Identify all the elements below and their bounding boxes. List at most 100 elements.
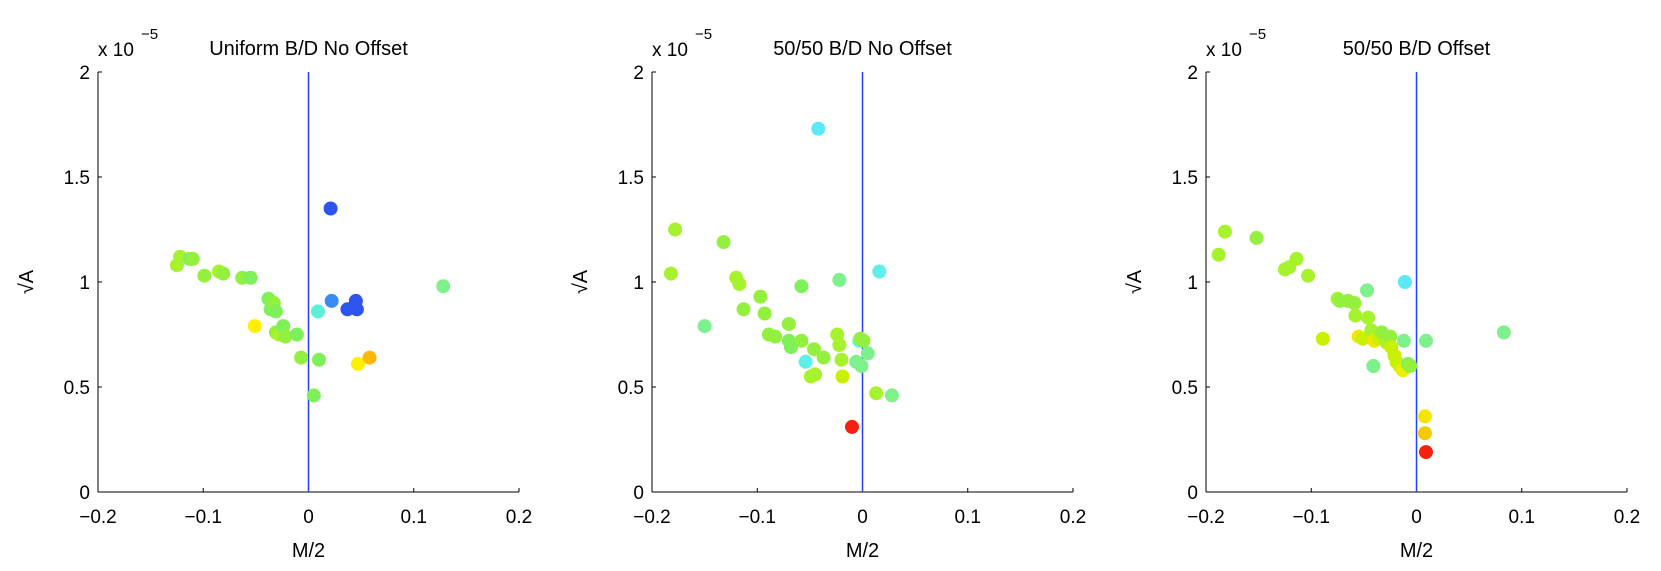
data-point	[349, 302, 364, 317]
data-point	[811, 121, 826, 136]
y-tick-label: 2	[1187, 63, 1198, 84]
y-tick-label: 1.5	[64, 168, 90, 189]
x-tick-label: 0.1	[401, 507, 427, 528]
data-point	[860, 346, 875, 361]
data-point	[1396, 333, 1411, 348]
data-point	[1403, 359, 1418, 373]
data-point	[1211, 247, 1226, 262]
y-tick-label: 0	[79, 483, 90, 504]
chart-title: 50/50 B/D Offset	[1343, 38, 1491, 60]
x-tick-label: 0	[1411, 507, 1422, 528]
chart-title: 50/50 B/D No Offset	[773, 38, 952, 60]
data-point	[830, 327, 845, 342]
data-point	[884, 388, 899, 403]
data-point	[844, 419, 859, 434]
y-multiplier-exponent: −5	[141, 26, 158, 43]
x-tick-label: 0.2	[506, 507, 532, 528]
data-point	[1496, 325, 1511, 340]
data-point	[753, 289, 768, 304]
x-tick-label: 0.2	[1060, 507, 1086, 528]
data-point	[856, 333, 871, 348]
data-point	[1418, 445, 1433, 460]
x-tick-label: −0.2	[633, 507, 671, 528]
data-point	[247, 319, 262, 334]
y-tick-label: 0.5	[618, 378, 644, 399]
x-tick-label: 0	[857, 507, 868, 528]
x-tick-label: 0.1	[955, 507, 981, 528]
x-tick-label: −0.2	[1187, 507, 1225, 528]
data-point	[832, 338, 847, 352]
data-point	[794, 279, 809, 294]
data-point	[185, 251, 200, 266]
data-point	[869, 386, 884, 401]
data-point	[1289, 251, 1304, 266]
data-point	[324, 293, 339, 308]
data-point	[768, 329, 783, 344]
y-multiplier-exponent: −5	[1249, 26, 1266, 43]
data-point	[781, 317, 796, 331]
data-point	[1347, 296, 1362, 310]
data-point	[1361, 310, 1376, 325]
x-axis-label: M/2	[292, 540, 325, 562]
data-point	[668, 222, 683, 237]
chart-panel-1: −0.2 −0.1 0 0.1 0.2 0 0.5 1 1.5 2 x 10 −5 Uniform B/…	[16, 26, 532, 562]
data-point	[310, 304, 325, 319]
data-point	[816, 350, 831, 365]
x-tick-label: 0.2	[1614, 507, 1640, 528]
data-point	[663, 266, 678, 281]
y-multiplier-label: x 10	[1206, 40, 1242, 61]
x-axis-label: M/2	[1400, 540, 1433, 562]
x-tick-label: −0.1	[1292, 507, 1330, 528]
data-point	[716, 235, 731, 250]
data-point	[350, 356, 365, 371]
data-point	[197, 268, 212, 283]
y-axis-label: √A	[570, 269, 592, 294]
y-axis-label: √A	[1124, 269, 1146, 294]
chart-panel-2: −0.2 −0.1 0 0.1 0.2 0 0.5 1 1.5 2 x 10 −5 50/50 B/D …	[570, 26, 1086, 562]
x-tick-label: −0.1	[184, 507, 222, 528]
y-tick-label: 1	[633, 273, 644, 294]
data-point	[697, 319, 712, 334]
data-point	[1383, 329, 1398, 344]
y-tick-label: 1	[1187, 273, 1198, 294]
y-tick-label: 1	[79, 273, 90, 294]
x-tick-label: 0.1	[1509, 507, 1535, 528]
data-point	[312, 352, 327, 367]
data-point	[732, 277, 747, 292]
data-point	[1417, 426, 1432, 441]
chart-title: Uniform B/D No Offset	[209, 38, 408, 60]
data-point	[794, 333, 809, 348]
data-point	[289, 327, 304, 342]
data-point	[798, 354, 813, 369]
y-multiplier-exponent: −5	[695, 26, 712, 43]
data-point	[1417, 409, 1432, 424]
data-point	[1217, 224, 1232, 239]
data-point	[835, 369, 850, 384]
data-point	[834, 352, 849, 367]
data-point	[872, 264, 887, 279]
data-point	[268, 304, 283, 319]
data-point	[436, 279, 451, 294]
data-point	[294, 350, 309, 365]
y-tick-label: 0.5	[64, 378, 90, 399]
data-point	[1249, 230, 1264, 245]
y-tick-label: 1.5	[618, 168, 644, 189]
x-axis-label: M/2	[846, 540, 879, 562]
data-point	[1366, 359, 1381, 373]
data-point	[1418, 333, 1433, 348]
data-point	[1315, 331, 1330, 346]
x-tick-label: 0	[303, 507, 314, 528]
data-point	[1301, 268, 1316, 283]
y-tick-label: 1.5	[1172, 168, 1198, 189]
y-tick-label: 2	[633, 63, 644, 84]
y-multiplier-label: x 10	[652, 40, 688, 61]
data-point	[278, 329, 293, 344]
y-tick-label: 0	[1187, 483, 1198, 504]
y-multiplier-label: x 10	[98, 40, 134, 61]
data-point	[1397, 275, 1412, 289]
data-point	[243, 270, 258, 285]
data-point	[736, 302, 751, 317]
data-point	[323, 201, 338, 216]
data-point	[832, 272, 847, 287]
y-tick-label: 0.5	[1172, 378, 1198, 399]
